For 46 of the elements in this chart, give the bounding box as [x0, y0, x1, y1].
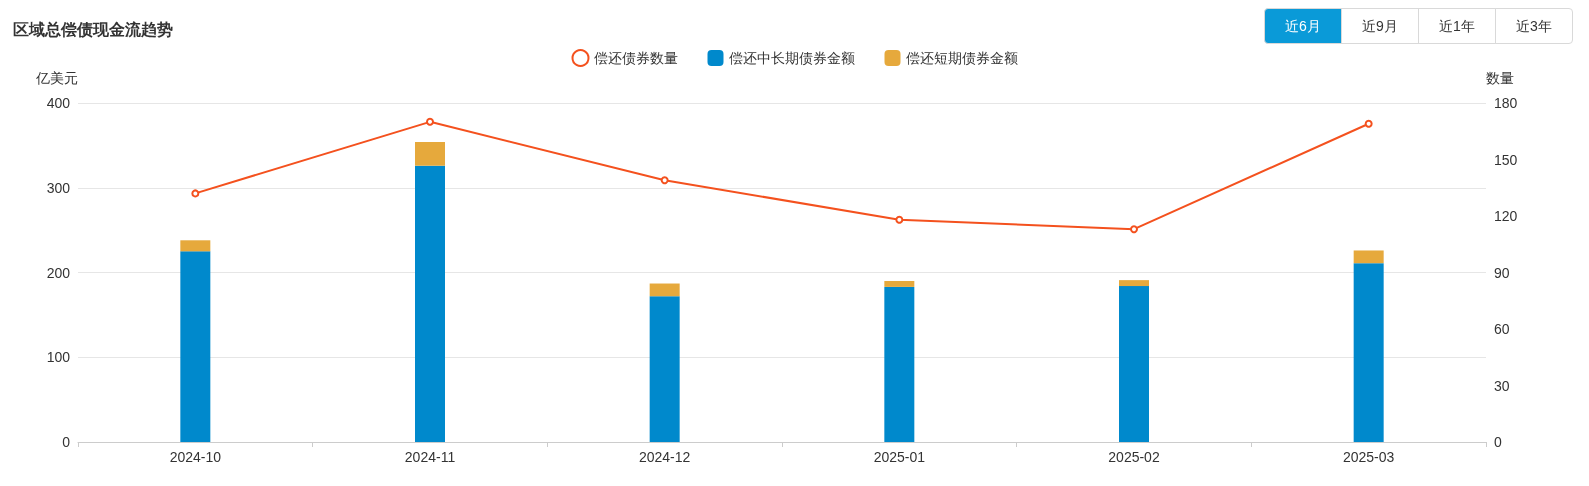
y-tick-label: 200 [46, 264, 71, 281]
y2-tick-label: 180 [1494, 95, 1518, 111]
y2-tick-label: 30 [1494, 377, 1510, 394]
x-tick-label: 2024-11 [404, 449, 456, 465]
y-tick-label: 0 [62, 434, 71, 450]
y-tick-label: 300 [46, 179, 71, 196]
legend-label: 偿还中长期债券金额 [728, 50, 855, 66]
x-tick-label: 2025-03 [1342, 449, 1395, 465]
point [1130, 225, 1138, 234]
y-axis-title: 亿美元 [35, 70, 78, 86]
bar [1119, 280, 1149, 287]
y2-tick-label: 120 [1494, 208, 1518, 224]
x-tick-label: 2024-12 [638, 449, 691, 465]
text: 近3年 [1495, 8, 1573, 44]
text: 近6月 [1264, 8, 1342, 44]
x-tick-label: 2024-10 [169, 449, 222, 465]
text: 近1年 [1418, 8, 1496, 44]
point [191, 189, 200, 198]
point [895, 215, 904, 224]
bar [1353, 250, 1384, 264]
y-tick-label: 100 [46, 349, 71, 366]
x-tick-label: 2025-01 [873, 449, 926, 465]
point [1364, 119, 1373, 128]
y2-tick-label: 60 [1494, 321, 1510, 337]
bar [180, 251, 211, 442]
bar [1119, 286, 1149, 442]
bar [415, 141, 445, 166]
y2-tick-label: 150 [1494, 151, 1518, 168]
legend-label: 偿还债券数量 [593, 50, 678, 66]
bar [884, 286, 915, 442]
y-tick-label: 400 [46, 95, 71, 111]
y2-tick-label: 90 [1494, 264, 1510, 281]
bar [649, 296, 680, 442]
bar [884, 280, 915, 287]
point [426, 117, 434, 126]
bar [1353, 263, 1384, 442]
text: 近9月 [1341, 8, 1419, 44]
legend-label: 偿还短期债券金额 [905, 50, 1018, 66]
y2-tick-label: 0 [1494, 434, 1502, 450]
bar [180, 240, 211, 252]
bar [415, 165, 445, 442]
chart-title: 区域总偿债现金流趋势 [13, 19, 173, 38]
x-tick-label: 2025-02 [1108, 449, 1160, 465]
point [660, 176, 669, 185]
y2-axis-title: 数量 [1486, 70, 1514, 86]
bar [649, 283, 680, 297]
